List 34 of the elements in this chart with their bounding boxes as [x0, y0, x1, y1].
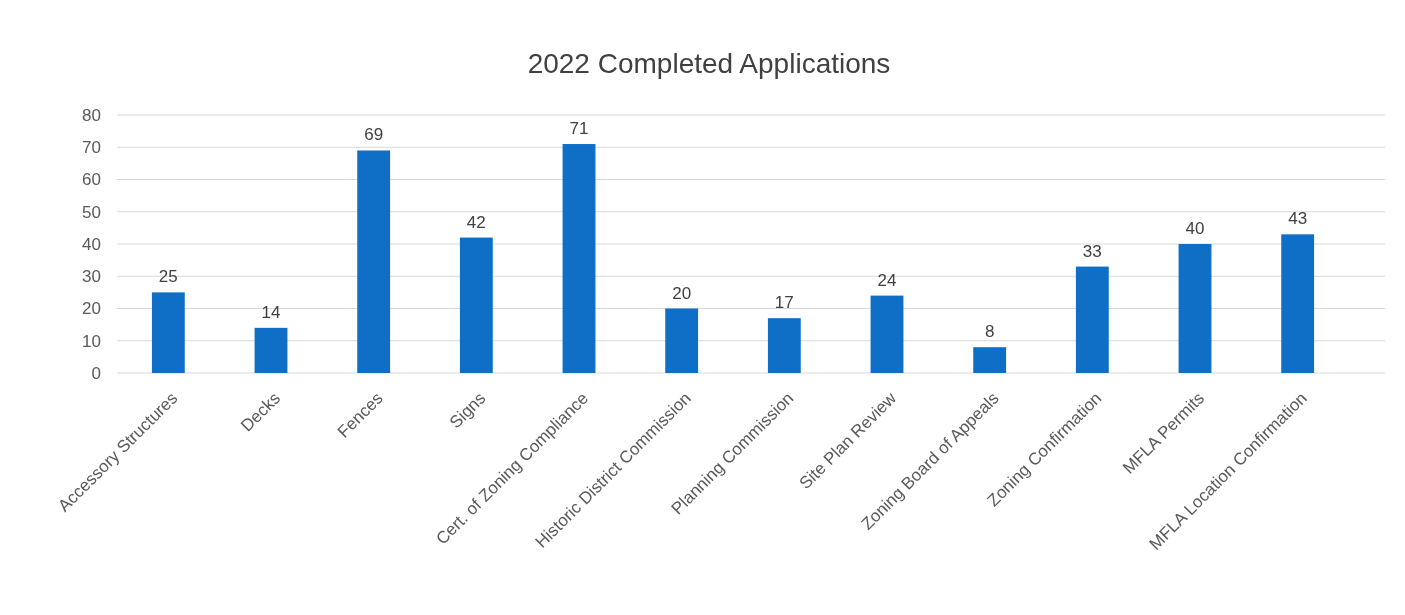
chart-title: 2022 Completed Applications: [527, 48, 891, 79]
y-tick-label: 70: [82, 138, 101, 158]
bar: [254, 327, 288, 373]
data-label: 71: [569, 119, 589, 139]
bar: [870, 295, 904, 373]
data-label: 14: [261, 302, 281, 322]
y-tick-label: 10: [82, 331, 101, 351]
data-label: 8: [984, 322, 995, 342]
data-label: 40: [1185, 219, 1205, 238]
bar: [151, 292, 185, 373]
bar: [665, 308, 699, 373]
bar: [767, 318, 801, 373]
y-tick-label: 0: [91, 363, 101, 383]
y-tick-label: 50: [82, 202, 101, 222]
bar: [1178, 244, 1212, 373]
bar: [562, 144, 596, 373]
data-label: 20: [672, 283, 692, 303]
data-label: 43: [1288, 209, 1308, 229]
bar: [1075, 266, 1109, 373]
data-label: 33: [1082, 241, 1102, 261]
bar: [459, 237, 493, 373]
data-label: 25: [158, 267, 178, 287]
y-tick-label: 20: [82, 299, 101, 319]
data-label: 42: [466, 212, 486, 232]
y-tick-label: 60: [82, 170, 101, 190]
y-tick-label: 30: [82, 267, 101, 287]
data-label: 69: [364, 125, 384, 145]
data-label: 17: [774, 293, 794, 313]
data-label: 24: [877, 270, 897, 290]
bar: [1281, 234, 1315, 373]
bar: [973, 347, 1007, 373]
y-tick-label: 40: [82, 234, 101, 254]
y-tick-label: 80: [82, 105, 101, 125]
bar: [357, 150, 391, 373]
